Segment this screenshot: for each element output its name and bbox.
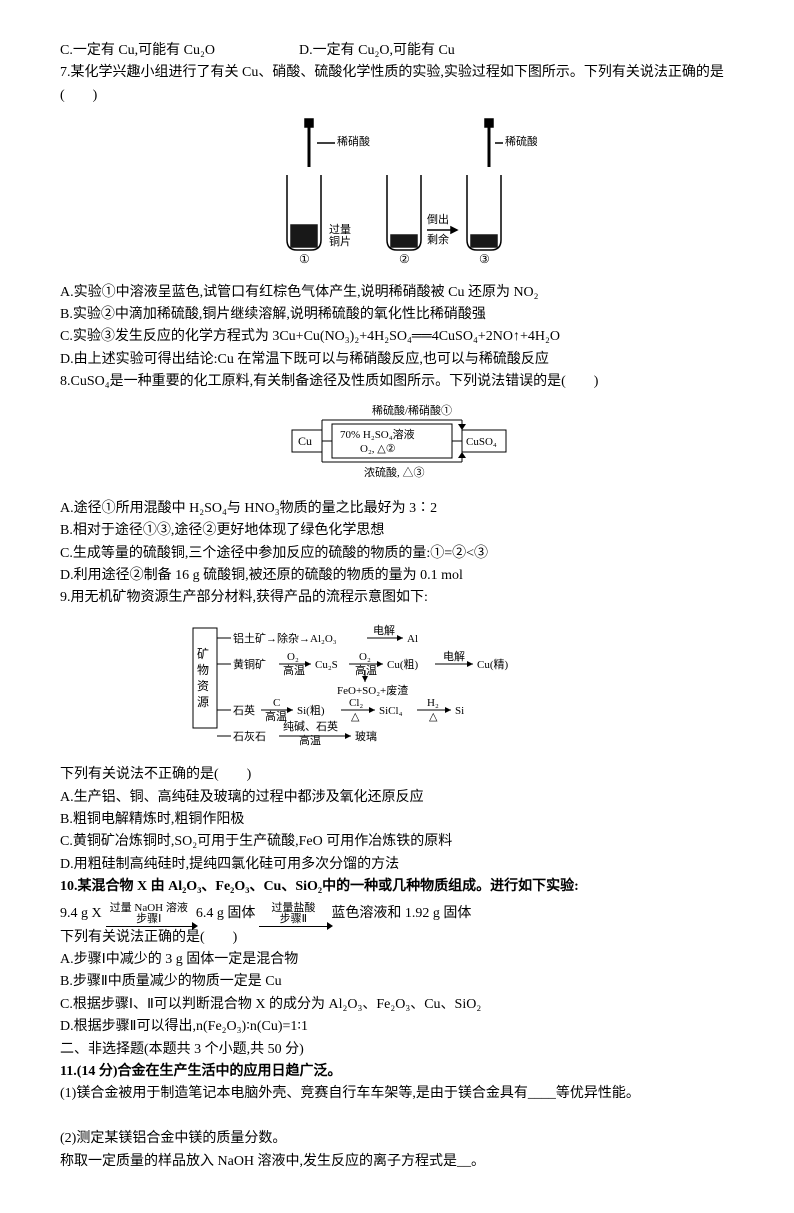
svg-text:Cu(精): Cu(精)	[477, 658, 508, 671]
q7-diagram: 稀硝酸 过量 铜片 ① ② 倒出 剩余 稀硫酸 ③	[60, 115, 734, 273]
svg-text:稀硫酸/稀硝酸①: 稀硫酸/稀硝酸①	[372, 403, 452, 417]
svg-text:△: △	[429, 711, 438, 723]
q10-stem: 10.某混合物 X 由 Al₂O₃、Fe₂O₃、Cu、SiO₂中的一种或几种物质…	[60, 876, 734, 898]
svg-text:石灰石: 石灰石	[233, 729, 266, 743]
q10-optB: B.步骤Ⅱ中质量减少的物质一定是 Cu	[60, 971, 734, 993]
svg-text:铝土矿→除杂→Al₂O₃: 铝土矿→除杂→Al₂O₃	[233, 631, 337, 645]
svg-text:C: C	[273, 697, 280, 709]
q9-optB: B.粗铜电解精炼时,粗铜作阳极	[60, 809, 734, 831]
svg-text:Al: Al	[407, 633, 418, 645]
svg-text:稀硫酸: 稀硫酸	[505, 134, 537, 148]
svg-text:浓硫酸, △③: 浓硫酸, △③	[364, 465, 425, 479]
svg-text:②: ②	[399, 252, 410, 265]
svg-text:电解: 电解	[373, 623, 395, 637]
svg-text:Si(粗): Si(粗)	[297, 704, 325, 717]
svg-text:资: 资	[197, 679, 209, 693]
q10-optD: D.根据步骤Ⅱ可以得出,n(Fe₂O₃)∶n(Cu)=1∶1	[60, 1016, 734, 1038]
svg-text:CuSO₄: CuSO₄	[466, 436, 497, 448]
svg-text:O₂: O₂	[287, 651, 299, 663]
flow-end: 蓝色溶液和 1.92 g 固体	[331, 903, 471, 925]
q9-optC: C.黄铜矿冶炼铜时,SO₂可用于生产硫酸,FeO 可用作冶炼铁的原料	[60, 831, 734, 853]
q8-diagram: 稀硫酸/稀硝酸① Cu 70% H₂SO₄溶液 O₂, △② CuSO₄ 浓硫酸…	[60, 402, 734, 490]
q8-optB: B.相对于途径①③,途径②更好地体现了绿色化学思想	[60, 520, 734, 542]
q7-stem: 7.某化学兴趣小组进行了有关 Cu、硝酸、硫酸化学性质的实验,实验过程如下图所示…	[60, 62, 734, 107]
svg-text:剩余: 剩余	[427, 232, 449, 246]
svg-text:Cl₂: Cl₂	[349, 697, 363, 709]
svg-text:高温: 高温	[355, 663, 377, 677]
q11-p2b: 称取一定质量的样品放入 NaOH 溶液中,发生反应的离子方程式是__。	[60, 1151, 734, 1173]
svg-text:Si: Si	[455, 705, 464, 717]
svg-text:O₂, △②: O₂, △②	[360, 443, 396, 455]
svg-text:过量: 过量	[329, 223, 351, 236]
svg-text:△: △	[351, 711, 360, 723]
svg-text:Cu(粗): Cu(粗)	[387, 658, 418, 671]
q10-optA: A.步骤Ⅰ中减少的 3 g 固体一定是混合物	[60, 949, 734, 971]
svg-text:物: 物	[197, 663, 209, 677]
q7-optB: B.实验②中滴加稀硫酸,铜片继续溶解,说明稀硫酸的氧化性比稀硝酸强	[60, 304, 734, 326]
q7-optD: D.由上述实验可得出结论:Cu 在常温下既可以与稀硝酸反应,也可以与稀硫酸反应	[60, 349, 734, 371]
svg-text:纯碱、石英: 纯碱、石英	[283, 719, 338, 733]
svg-text:矿: 矿	[197, 647, 209, 661]
svg-text:SiCl₄: SiCl₄	[379, 705, 403, 717]
svg-text:倒出: 倒出	[427, 212, 449, 226]
q11-p1: (1)镁合金被用于制造笔记本电脑外壳、竞赛自行车车架等,是由于镁合金具有____…	[60, 1083, 734, 1105]
svg-text:Cu₂S: Cu₂S	[315, 659, 338, 671]
q8-optA: A.途径①所用混酸中 H₂SO₄与 HNO₃物质的量之比最好为 3∶2	[60, 498, 734, 520]
q10-optC: C.根据步骤Ⅰ、Ⅱ可以判断混合物 X 的成分为 Al₂O₃、Fe₂O₃、Cu、S…	[60, 994, 734, 1016]
section2: 二、非选择题(本题共 3 个小题,共 50 分)	[60, 1039, 734, 1061]
svg-text:高温: 高温	[283, 663, 305, 677]
svg-text:稀硝酸: 稀硝酸	[337, 134, 370, 148]
svg-text:70% H₂SO₄溶液: 70% H₂SO₄溶液	[340, 427, 415, 441]
opt-c: C.一定有 Cu,可能有 Cu₂O	[60, 43, 215, 58]
q9-stem: 9.用无机矿物资源生产部分材料,获得产品的流程示意图如下:	[60, 587, 734, 609]
svg-text:Cu: Cu	[298, 434, 312, 448]
flow-mid: 6.4 g 固体	[196, 903, 256, 925]
svg-text:①: ①	[299, 252, 310, 265]
q10-flow: 9.4 g X 过量 NaOH 溶液 步骤Ⅰ 6.4 g 固体 过量盐酸 步骤Ⅱ…	[60, 903, 734, 927]
q11-stem: 11.(14 分)合金在生产生活中的应用日趋广泛。	[60, 1061, 734, 1083]
q8-optC: C.生成等量的硫酸铜,三个途径中参加反应的硫酸的物质的量:①=②<③	[60, 543, 734, 565]
svg-text:铜片: 铜片	[329, 234, 351, 248]
q9-diagram: 矿 物 资 源 铝土矿→除杂→Al₂O₃ 电解 Al 黄铜矿 O₂高温 Cu₂S…	[60, 618, 734, 756]
step1-arrow: 过量 NaOH 溶液 步骤Ⅰ	[106, 903, 192, 927]
q9-optD: D.用粗硅制高纯硅时,提纯四氯化硅可用多次分馏的方法	[60, 854, 734, 876]
q8-stem: 8.CuSO₄是一种重要的化工原料,有关制备途径及性质如图所示。下列说法错误的是…	[60, 371, 734, 393]
step2-arrow: 过量盐酸 步骤Ⅱ	[259, 903, 327, 927]
q10-after: 下列有关说法正确的是( )	[60, 927, 734, 949]
q9-after: 下列有关说法不正确的是( )	[60, 764, 734, 786]
svg-text:FeO+SO₂+废渣: FeO+SO₂+废渣	[337, 683, 408, 697]
flow-start: 9.4 g X	[60, 903, 102, 925]
opt-d: D.一定有 Cu₂O,可能有 Cu	[299, 43, 455, 58]
svg-text:石英: 石英	[233, 703, 255, 717]
svg-text:黄铜矿: 黄铜矿	[233, 657, 266, 671]
svg-text:玻璃: 玻璃	[355, 729, 377, 743]
q11-p2a: (2)测定某镁铝合金中镁的质量分数。	[60, 1128, 734, 1150]
svg-text:O₂: O₂	[359, 651, 371, 663]
svg-text:源: 源	[197, 695, 209, 709]
svg-text:高温: 高温	[299, 733, 321, 747]
svg-text:H₂: H₂	[427, 697, 439, 709]
q8-optD: D.利用途径②制备 16 g 硫酸铜,被还原的硫酸的物质的量为 0.1 mol	[60, 565, 734, 587]
svg-text:电解: 电解	[443, 649, 465, 663]
q7-optA: A.实验①中溶液呈蓝色,试管口有红棕色气体产生,说明稀硝酸被 Cu 还原为 NO…	[60, 282, 734, 304]
q9-optA: A.生产铝、铜、高纯硅及玻璃的过程中都涉及氧化还原反应	[60, 787, 734, 809]
svg-text:③: ③	[479, 252, 490, 265]
q7-optC: C.实验③发生反应的化学方程式为 3Cu+Cu(NO₃)₂+4H₂SO₄══4C…	[60, 326, 734, 348]
